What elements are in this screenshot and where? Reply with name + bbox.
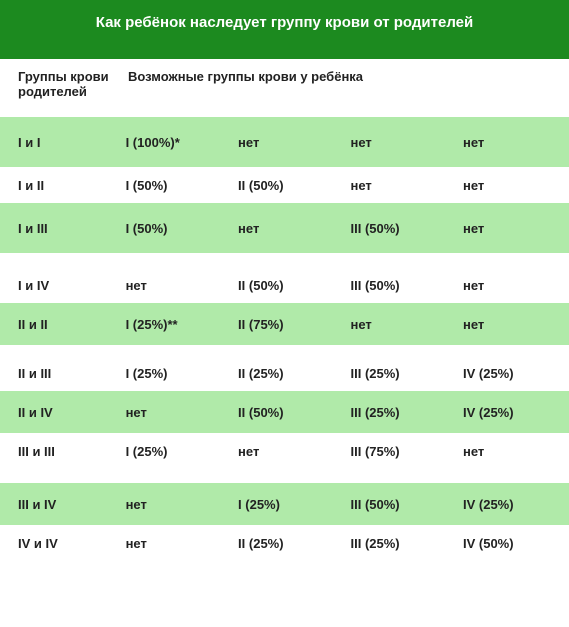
child-group-cell: нет (463, 278, 551, 293)
parents-cell: III и III (18, 444, 126, 459)
child-group-cell: I (25%) (126, 366, 238, 381)
child-group-cell: III (50%) (351, 278, 463, 293)
table-row: IV и IVнетII (25%)III (25%)IV (50%) (0, 525, 569, 561)
child-group-cell: III (25%) (351, 366, 463, 381)
column-headers: Группы крови родителей Возможные группы … (0, 59, 569, 117)
table-row: I и IIII (50%)нетIII (50%)нет (0, 203, 569, 253)
child-group-cell: нет (238, 135, 350, 150)
parents-cell: II и IV (18, 405, 126, 420)
rows-container: I и II (100%)*нетнетнетI и III (50%)II (… (0, 117, 569, 561)
table-container: Как ребёнок наследует группу крови от ро… (0, 0, 569, 561)
parents-cell: III и IV (18, 497, 126, 512)
child-group-cell: нет (463, 444, 551, 459)
table-row: II и IVнетII (50%)III (25%)IV (25%) (0, 391, 569, 433)
child-group-cell: IV (50%) (463, 536, 551, 551)
child-group-cell: нет (238, 444, 350, 459)
parents-cell: I и IV (18, 278, 126, 293)
parents-cell: I и II (18, 178, 126, 193)
child-group-cell: II (25%) (238, 366, 350, 381)
table-row: II и IIII (25%)II (25%)III (25%)IV (25%) (0, 355, 569, 391)
child-group-cell: нет (238, 221, 350, 236)
parents-cell: I и III (18, 221, 126, 236)
child-group-cell: I (50%) (126, 221, 238, 236)
table-row: I и IVнетII (50%)III (50%)нет (0, 267, 569, 303)
child-group-cell: I (50%) (126, 178, 238, 193)
parents-cell: II и II (18, 317, 126, 332)
child-group-cell: III (75%) (351, 444, 463, 459)
title-text: Как ребёнок наследует группу крови от ро… (96, 14, 473, 31)
table-row: II и III (25%)**II (75%)нетнет (0, 303, 569, 345)
child-group-cell: I (100%)* (126, 135, 238, 150)
child-group-cell: нет (463, 178, 551, 193)
child-group-cell: нет (351, 135, 463, 150)
child-group-cell: I (25%) (238, 497, 350, 512)
child-group-cell: IV (25%) (463, 497, 551, 512)
child-group-cell: II (50%) (238, 405, 350, 420)
child-group-cell: III (50%) (351, 497, 463, 512)
child-group-cell: нет (126, 278, 238, 293)
child-group-cell: нет (463, 135, 551, 150)
table-row: III и IIII (25%)нетIII (75%)нет (0, 433, 569, 469)
child-group-cell: III (25%) (351, 405, 463, 420)
parents-cell: II и III (18, 366, 126, 381)
header-parents: Группы крови родителей (18, 69, 128, 99)
child-group-cell: нет (463, 221, 551, 236)
child-group-cell: III (50%) (351, 221, 463, 236)
header-children: Возможные группы крови у ребёнка (128, 69, 551, 99)
child-group-cell: нет (351, 178, 463, 193)
table-row: I и III (50%)II (50%)нетнет (0, 167, 569, 203)
parents-cell: I и I (18, 135, 126, 150)
parents-cell: IV и IV (18, 536, 126, 551)
child-group-cell: II (25%) (238, 536, 350, 551)
child-group-cell: IV (25%) (463, 405, 551, 420)
table-row: III и IVнетI (25%)III (50%)IV (25%) (0, 483, 569, 525)
child-group-cell: I (25%) (126, 444, 238, 459)
table-row: I и II (100%)*нетнетнет (0, 117, 569, 167)
child-group-cell: II (50%) (238, 178, 350, 193)
child-group-cell: III (25%) (351, 536, 463, 551)
child-group-cell: II (50%) (238, 278, 350, 293)
title-bar: Как ребёнок наследует группу крови от ро… (0, 0, 569, 59)
child-group-cell: нет (126, 497, 238, 512)
child-group-cell: нет (126, 405, 238, 420)
child-group-cell: II (75%) (238, 317, 350, 332)
child-group-cell: IV (25%) (463, 366, 551, 381)
child-group-cell: I (25%)** (126, 317, 238, 332)
child-group-cell: нет (126, 536, 238, 551)
child-group-cell: нет (351, 317, 463, 332)
child-group-cell: нет (463, 317, 551, 332)
